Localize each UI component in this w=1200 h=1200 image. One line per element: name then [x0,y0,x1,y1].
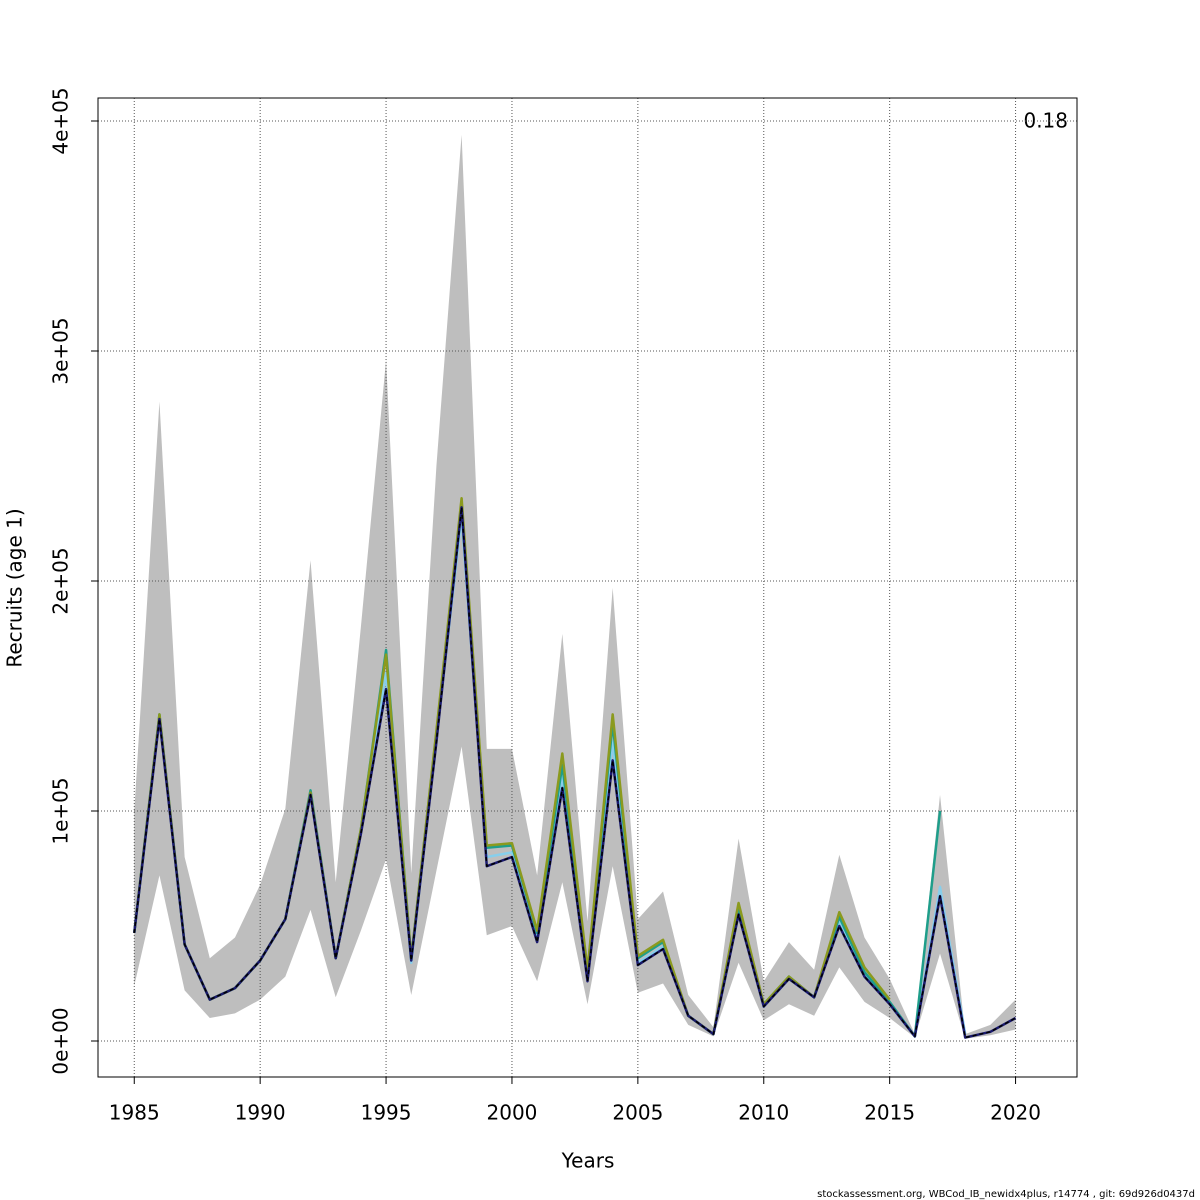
footer: stockassessment.org, WBCod_IB_newidx4plu… [817,1189,1195,1200]
x-tick-label: 2000 [487,1101,538,1125]
y-axis-label: Recruits (age 1) [3,508,27,667]
y-tick-label: 4e+05 [49,87,73,154]
x-tick-label: 1990 [235,1101,286,1125]
x-tick-label: 1985 [109,1101,160,1125]
x-tick-label: 1995 [361,1101,412,1125]
y-tick-label: 0e+00 [49,1007,73,1074]
x-tick-label: 2020 [990,1101,1041,1125]
annotation: 0.18 [1023,109,1068,133]
y-tick-label: 3e+05 [49,317,73,384]
plot-frame [97,97,1078,1078]
x-axis-label: Years [561,1149,615,1173]
y-tick-label: 2e+05 [49,547,73,614]
y-tick-label: 1e+05 [49,777,73,844]
x-tick-label: 2015 [864,1101,915,1125]
x-tick-label: 2005 [612,1101,663,1125]
confidence-band [134,134,1016,1039]
x-tick-label: 2010 [738,1101,789,1125]
series-line-dashed [133,506,1016,1039]
